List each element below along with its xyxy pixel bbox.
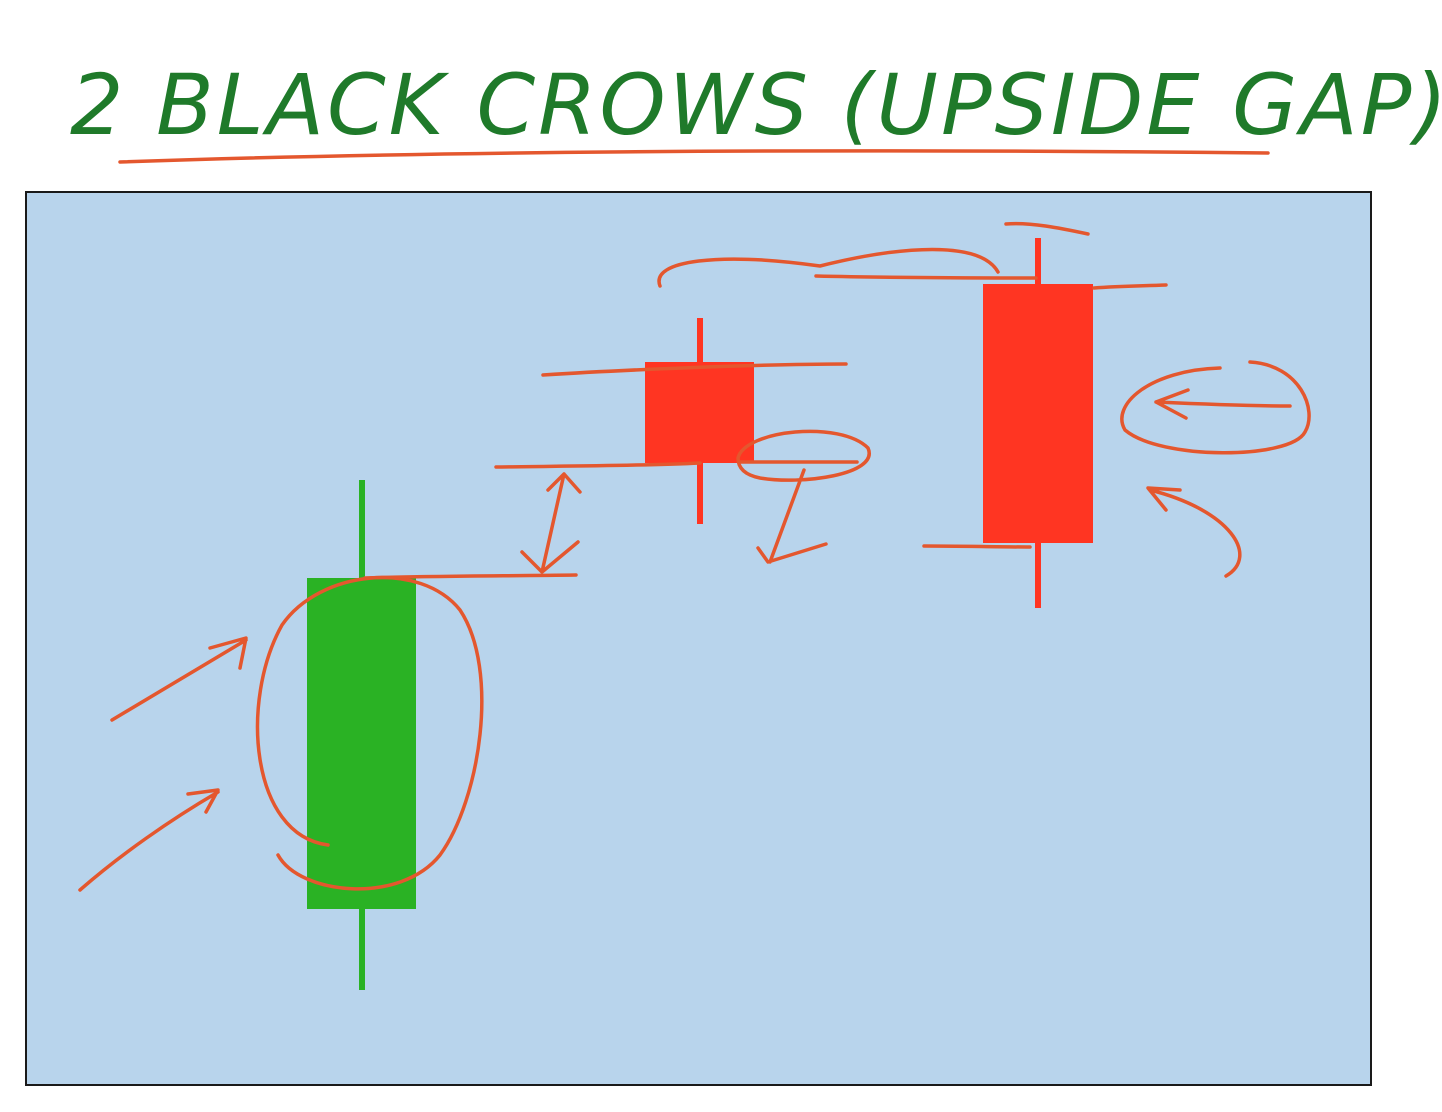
chart-panel (25, 191, 1372, 1086)
page-title: 2 BLACK CROWS (UPSIDE GAP) (70, 56, 1442, 154)
